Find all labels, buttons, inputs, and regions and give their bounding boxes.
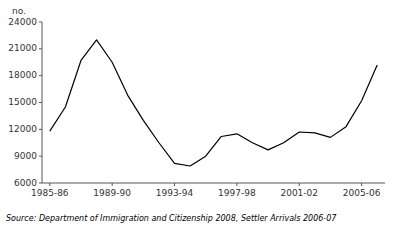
y-tick-label: 24000 (8, 17, 37, 27)
x-axis-line (42, 183, 385, 184)
background (0, 0, 397, 227)
y-tick (39, 22, 42, 23)
x-tick (236, 183, 237, 186)
y-tick-label: 18000 (8, 70, 37, 80)
x-tick-label: 1993-94 (156, 188, 194, 198)
x-tick (174, 183, 175, 186)
y-tick-label: 15000 (8, 97, 37, 107)
series-line (50, 40, 377, 166)
x-tick (49, 183, 50, 186)
y-tick (39, 48, 42, 49)
plot-area (50, 40, 377, 166)
x-tick (112, 183, 113, 186)
y-axis-label: no. (12, 6, 26, 16)
y-tick (39, 75, 42, 76)
x-tick-label: 1985-86 (31, 188, 69, 198)
x-tick (361, 183, 362, 186)
x-tick-label: 2005-06 (343, 188, 381, 198)
x-tick (299, 183, 300, 186)
x-tick-label: 2001-02 (280, 188, 318, 198)
chart: 6000 9000 12000 15000 18000 21000 24000 1985-86… (0, 0, 397, 227)
y-tick (39, 102, 42, 103)
x-tick-label: 1989-90 (93, 188, 131, 198)
y-tick (39, 129, 42, 130)
y-tick (39, 156, 42, 157)
y-tick-label: 9000 (14, 151, 37, 161)
y-tick-label: 21000 (8, 43, 37, 53)
source-note: Source: Department of Immigration and Ci… (6, 214, 337, 223)
y-tick-label: 12000 (8, 124, 37, 134)
y-tick (39, 183, 42, 184)
chart-container: 6000 9000 12000 15000 18000 21000 24000 1985-86… (0, 0, 397, 227)
y-tick-label: 6000 (14, 178, 37, 188)
x-tick-label: 1997-98 (218, 188, 256, 198)
